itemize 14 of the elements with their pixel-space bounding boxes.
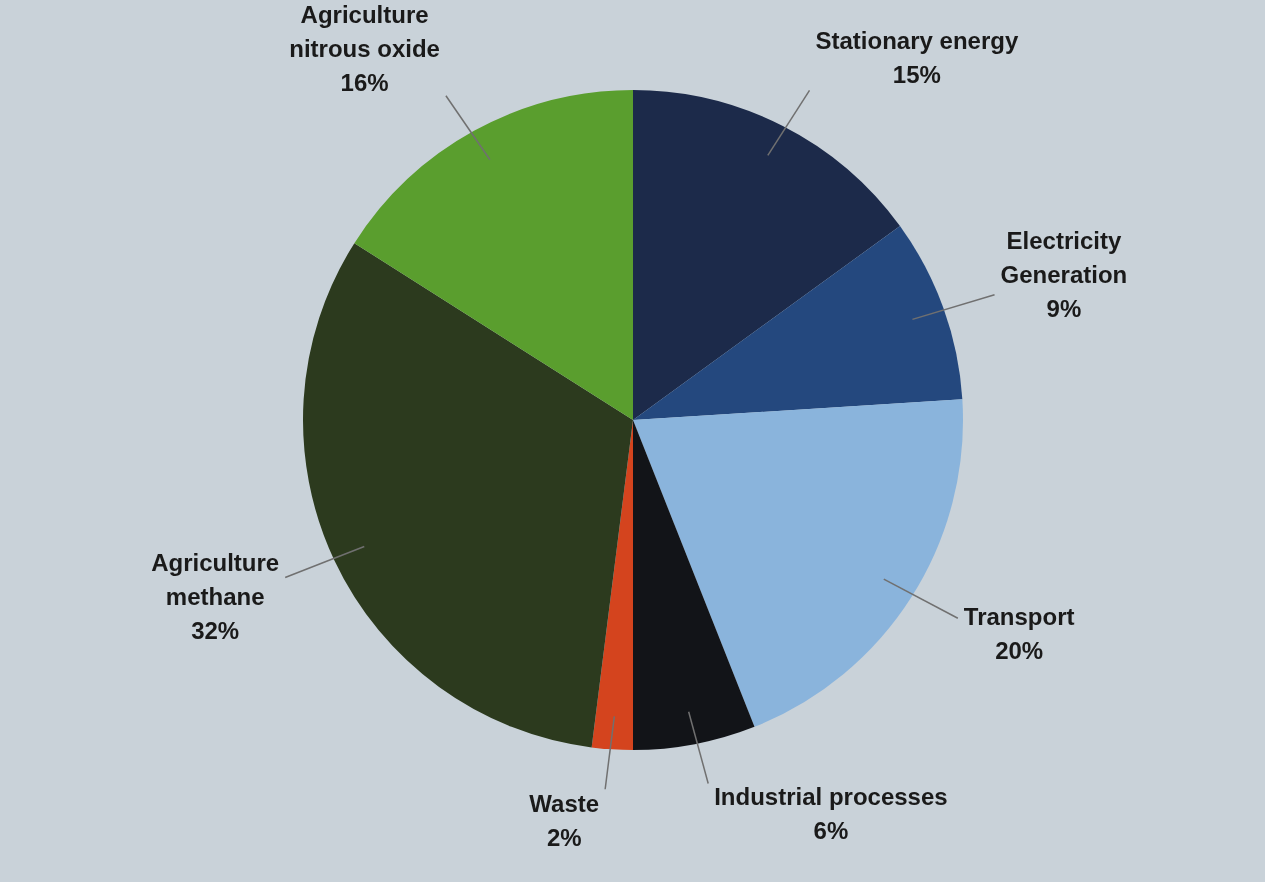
data-label: 9%: [1046, 295, 1082, 323]
slice-label: Industrial processes: [714, 783, 948, 811]
data-label: 32%: [191, 616, 240, 644]
slice-label: Agriculture nitrous oxide: [289, 0, 440, 62]
data-label: 2%: [546, 823, 582, 851]
data-label: 16%: [340, 68, 389, 96]
data-label: 6%: [813, 817, 849, 845]
slice-label: Agriculture methane: [151, 548, 280, 610]
slice-label: Waste: [529, 789, 600, 817]
data-label: 20%: [995, 637, 1044, 665]
slice-label: Transport: [963, 603, 1075, 631]
slice-label: Electricity Generation: [1000, 227, 1128, 289]
data-label: 15%: [892, 60, 941, 88]
slice-label: Stationary energy: [815, 26, 1019, 54]
